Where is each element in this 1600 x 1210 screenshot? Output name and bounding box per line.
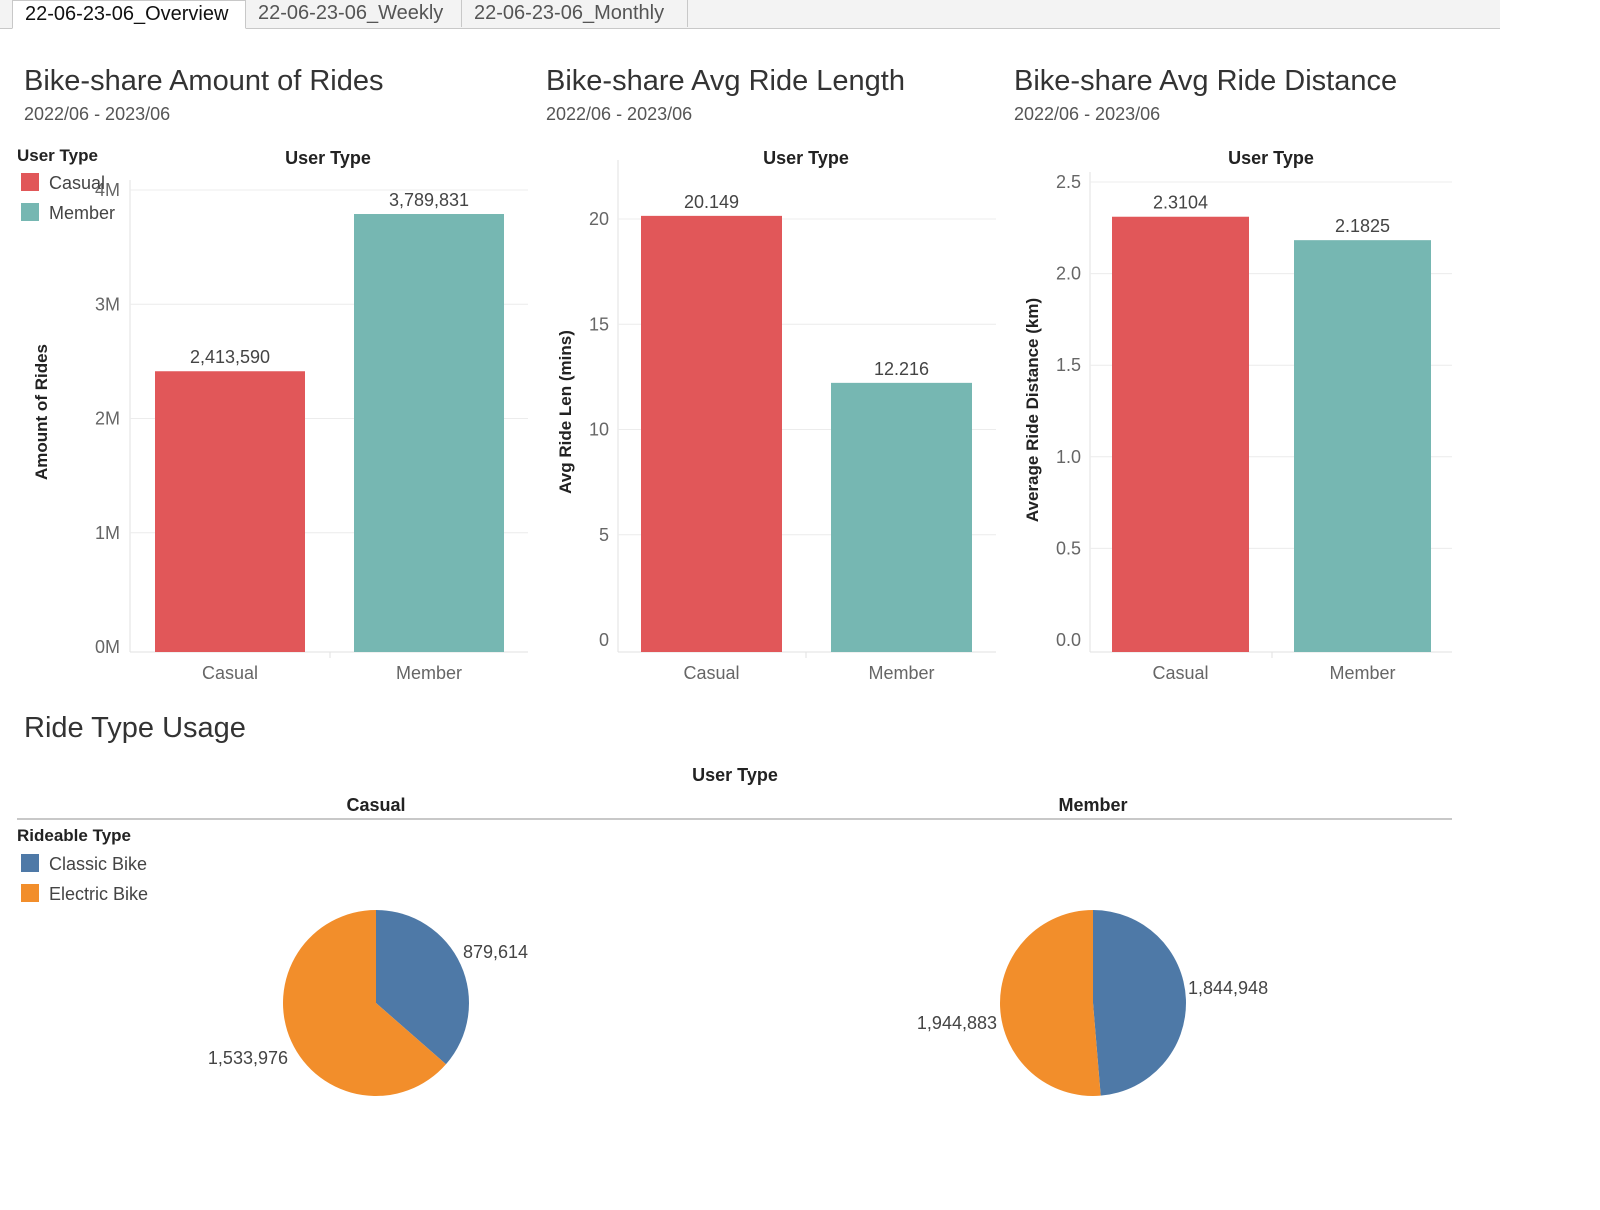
y-axis-ticks: 0 5 10 15 20 <box>589 209 609 650</box>
pie-slice-electric-bike <box>282 910 446 1096</box>
legend-label-member: Member <box>49 203 115 223</box>
x-tick-label: Casual <box>202 663 258 683</box>
tab-overview[interactable]: 22-06-23-06_Overview <box>12 0 246 29</box>
y-tick-label: 1.0 <box>1056 447 1081 467</box>
y-tick-label: 3M <box>95 294 120 314</box>
column-header-member: Member <box>1058 795 1127 815</box>
pie-slice-classic-bike <box>1093 910 1186 1096</box>
data-labels: 2,413,590 3,789,831 <box>190 190 469 367</box>
data-label: 2.3104 <box>1153 193 1208 213</box>
pie-chart-member: 1,844,948 1,944,883 <box>917 910 1268 1096</box>
y-tick-label: 0M <box>95 637 120 657</box>
chart-title: Bike-share Amount of Rides <box>24 65 383 97</box>
bar-casual <box>641 215 782 652</box>
column-header: User Type <box>763 148 849 168</box>
x-axis-labels: Casual Member <box>683 663 934 683</box>
legend-swatch-classic-bike <box>21 854 39 872</box>
legend-user-type: User Type Casual Member <box>17 146 115 223</box>
section-title: Ride Type Usage <box>24 712 246 744</box>
pie-data-label: 879,614 <box>463 942 528 962</box>
column-header: User Type <box>285 148 371 168</box>
pie-data-label: 1,944,883 <box>917 1013 997 1033</box>
x-tick-label: Casual <box>1152 663 1208 683</box>
y-axis-title: Amount of Rides <box>32 344 51 480</box>
y-tick-label: 15 <box>589 314 609 334</box>
legend-swatch-member <box>21 203 39 221</box>
data-label: 20.149 <box>684 192 739 212</box>
y-tick-label: 0.5 <box>1056 538 1081 558</box>
y-axis-title: Average Ride Distance (km) <box>1023 298 1042 522</box>
x-axis-labels: Casual Member <box>202 663 462 683</box>
data-label: 3,789,831 <box>389 190 469 210</box>
data-label: 2.1825 <box>1335 216 1390 236</box>
chart-title: Bike-share Avg Ride Length <box>546 65 905 97</box>
bars <box>1112 216 1431 652</box>
bar-member <box>354 214 504 652</box>
data-label: 2,413,590 <box>190 347 270 367</box>
y-tick-label: 5 <box>599 525 609 545</box>
column-header: User Type <box>1228 148 1314 168</box>
bar-casual <box>155 371 305 652</box>
data-label: 12.216 <box>874 359 929 379</box>
sheet-tab-bar: 22-06-23-06_Overview 22-06-23-06_Weekly … <box>0 0 1500 29</box>
y-tick-label: 2.5 <box>1056 172 1081 192</box>
y-axis-ticks: 0.0 0.5 1.0 1.5 2.0 2.5 <box>1056 172 1081 650</box>
bars <box>155 214 504 652</box>
y-tick-label: 20 <box>589 209 609 229</box>
x-tick-label: Casual <box>683 663 739 683</box>
chart-amount-of-rides: Bike-share Amount of Rides 2022/06 - 202… <box>24 65 528 683</box>
legend-label-casual: Casual <box>49 173 105 193</box>
legend-title: User Type <box>17 146 98 165</box>
pie-data-label: 1,533,976 <box>208 1048 288 1068</box>
x-tick-label: Member <box>1329 663 1395 683</box>
legend-swatch-electric-bike <box>21 884 39 902</box>
tab-monthly[interactable]: 22-06-23-06_Monthly <box>462 0 688 27</box>
y-tick-label: 0 <box>599 630 609 650</box>
y-tick-label: 1M <box>95 523 120 543</box>
bar-member <box>1294 240 1431 652</box>
pie-chart-casual: 879,614 1,533,976 <box>208 910 528 1096</box>
x-tick-label: Member <box>868 663 934 683</box>
y-tick-label: 2.0 <box>1056 264 1081 284</box>
legend-label-electric-bike: Electric Bike <box>49 884 148 904</box>
y-tick-label: 1.5 <box>1056 355 1081 375</box>
bar-casual <box>1112 216 1249 652</box>
chart-subtitle: 2022/06 - 2023/06 <box>546 104 692 124</box>
x-tick-label: Member <box>396 663 462 683</box>
y-axis-ticks: 0M 1M 2M 3M 4M <box>95 180 120 657</box>
bars <box>641 215 972 652</box>
y-tick-label: 4M <box>95 180 120 200</box>
data-labels: 20.149 12.216 <box>684 192 929 379</box>
chart-avg-ride-distance: Bike-share Avg Ride Distance 2022/06 - 2… <box>1014 65 1452 683</box>
bar-member <box>831 382 972 652</box>
y-tick-label: 0.0 <box>1056 630 1081 650</box>
legend-swatch-casual <box>21 173 39 191</box>
data-labels: 2.3104 2.1825 <box>1153 193 1390 236</box>
x-axis-labels: Casual Member <box>1152 663 1395 683</box>
column-header-casual: Casual <box>346 795 405 815</box>
y-axis-title: Avg Ride Len (mins) <box>556 330 575 494</box>
tab-weekly[interactable]: 22-06-23-06_Weekly <box>246 0 462 27</box>
chart-title: Bike-share Avg Ride Distance <box>1014 65 1397 97</box>
ride-type-usage-section: Ride Type Usage User Type Casual Member … <box>17 712 1452 1096</box>
legend-title: Rideable Type <box>17 826 131 845</box>
legend-rideable-type: Rideable Type Classic Bike Electric Bike <box>17 826 148 904</box>
chart-subtitle: 2022/06 - 2023/06 <box>1014 104 1160 124</box>
pie-slice-electric-bike <box>999 910 1101 1096</box>
y-tick-label: 10 <box>589 420 609 440</box>
pie-slice-classic-bike <box>376 910 469 1065</box>
chart-avg-ride-length: Bike-share Avg Ride Length 2022/06 - 202… <box>546 65 996 683</box>
chart-subtitle: 2022/06 - 2023/06 <box>24 104 170 124</box>
legend-label-classic-bike: Classic Bike <box>49 854 147 874</box>
section-header: User Type <box>692 765 778 785</box>
y-tick-label: 2M <box>95 409 120 429</box>
pie-data-label: 1,844,948 <box>1188 978 1268 998</box>
